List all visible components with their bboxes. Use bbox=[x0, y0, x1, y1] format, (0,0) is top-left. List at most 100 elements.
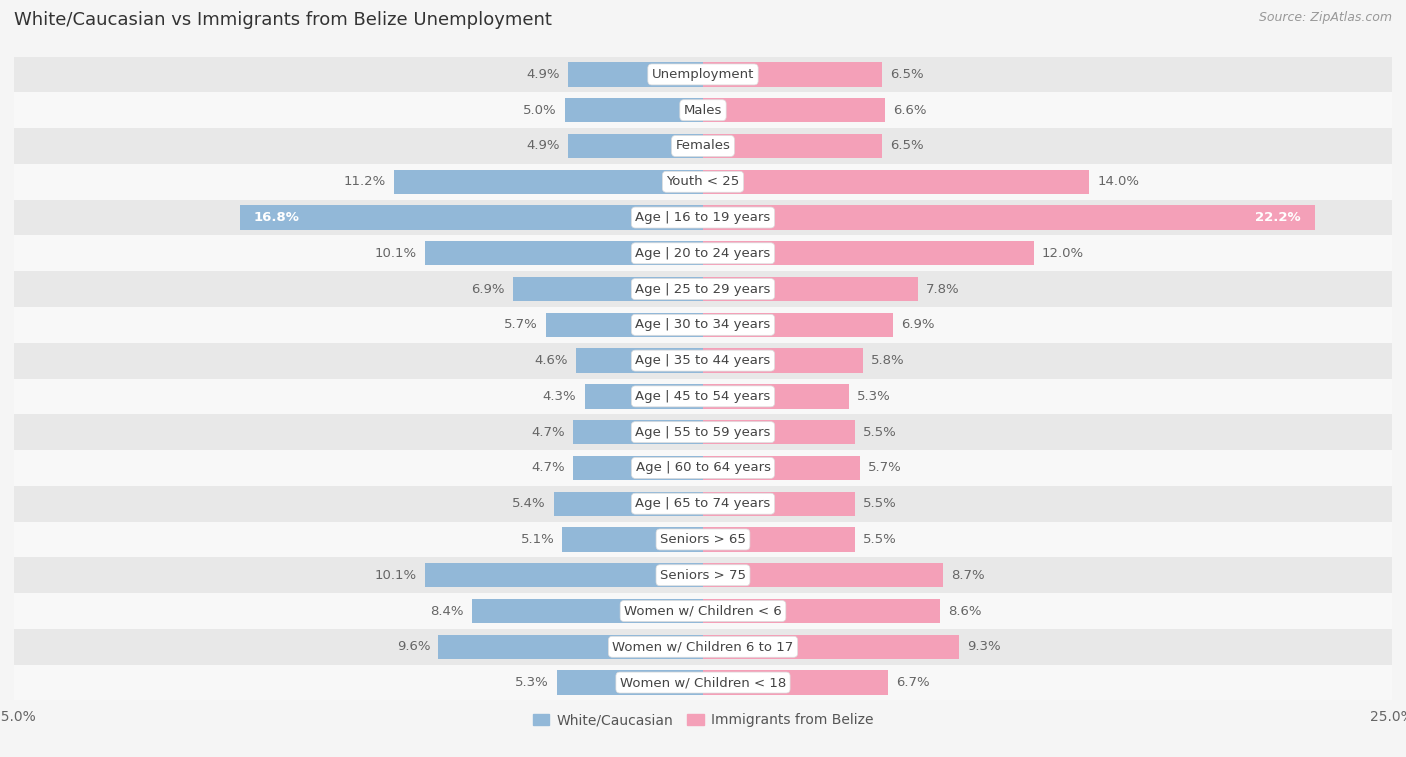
Text: 8.4%: 8.4% bbox=[430, 605, 463, 618]
Bar bbox=[703, 241, 1033, 266]
Text: 12.0%: 12.0% bbox=[1042, 247, 1084, 260]
Text: Seniors > 75: Seniors > 75 bbox=[659, 569, 747, 581]
Bar bbox=[14, 593, 1392, 629]
Text: 6.6%: 6.6% bbox=[893, 104, 927, 117]
Bar bbox=[585, 385, 703, 409]
Bar bbox=[703, 98, 884, 123]
Bar bbox=[14, 557, 1392, 593]
Text: Age | 30 to 34 years: Age | 30 to 34 years bbox=[636, 319, 770, 332]
Text: 4.3%: 4.3% bbox=[543, 390, 576, 403]
Bar bbox=[554, 491, 703, 516]
Bar bbox=[14, 665, 1392, 700]
Text: Unemployment: Unemployment bbox=[652, 68, 754, 81]
Bar bbox=[574, 456, 703, 480]
Bar bbox=[703, 491, 855, 516]
Text: 5.7%: 5.7% bbox=[869, 462, 903, 475]
Bar bbox=[439, 634, 703, 659]
Bar bbox=[703, 205, 1315, 229]
Text: Females: Females bbox=[675, 139, 731, 152]
Bar bbox=[240, 205, 703, 229]
Bar bbox=[576, 348, 703, 372]
Bar bbox=[703, 420, 855, 444]
Text: 5.3%: 5.3% bbox=[515, 676, 548, 689]
Bar bbox=[471, 599, 703, 623]
Text: 8.7%: 8.7% bbox=[950, 569, 984, 581]
Bar bbox=[546, 313, 703, 337]
Text: Age | 65 to 74 years: Age | 65 to 74 years bbox=[636, 497, 770, 510]
Text: 16.8%: 16.8% bbox=[254, 211, 299, 224]
Bar bbox=[14, 414, 1392, 450]
Bar bbox=[703, 528, 855, 552]
Legend: White/Caucasian, Immigrants from Belize: White/Caucasian, Immigrants from Belize bbox=[527, 708, 879, 733]
Text: 4.9%: 4.9% bbox=[526, 139, 560, 152]
Bar bbox=[568, 62, 703, 86]
Text: White/Caucasian vs Immigrants from Belize Unemployment: White/Caucasian vs Immigrants from Beliz… bbox=[14, 11, 553, 30]
Bar bbox=[703, 62, 882, 86]
Text: 6.9%: 6.9% bbox=[901, 319, 935, 332]
Text: Age | 20 to 24 years: Age | 20 to 24 years bbox=[636, 247, 770, 260]
Bar bbox=[14, 235, 1392, 271]
Text: Males: Males bbox=[683, 104, 723, 117]
Bar bbox=[14, 271, 1392, 307]
Bar bbox=[703, 385, 849, 409]
Text: Age | 35 to 44 years: Age | 35 to 44 years bbox=[636, 354, 770, 367]
Bar bbox=[14, 92, 1392, 128]
Text: 10.1%: 10.1% bbox=[374, 569, 416, 581]
Bar bbox=[703, 277, 918, 301]
Text: 5.0%: 5.0% bbox=[523, 104, 557, 117]
Bar bbox=[14, 128, 1392, 164]
Bar bbox=[14, 522, 1392, 557]
Text: Women w/ Children < 6: Women w/ Children < 6 bbox=[624, 605, 782, 618]
Bar bbox=[14, 164, 1392, 200]
Text: Source: ZipAtlas.com: Source: ZipAtlas.com bbox=[1258, 11, 1392, 24]
Bar bbox=[703, 671, 887, 695]
Bar bbox=[14, 629, 1392, 665]
Text: 6.9%: 6.9% bbox=[471, 282, 505, 295]
Bar bbox=[565, 98, 703, 123]
Text: 5.8%: 5.8% bbox=[872, 354, 904, 367]
Bar bbox=[574, 420, 703, 444]
Bar bbox=[14, 450, 1392, 486]
Bar bbox=[513, 277, 703, 301]
Bar bbox=[14, 57, 1392, 92]
Bar bbox=[14, 200, 1392, 235]
Text: 4.7%: 4.7% bbox=[531, 462, 565, 475]
Text: 6.5%: 6.5% bbox=[890, 68, 924, 81]
Text: 5.7%: 5.7% bbox=[503, 319, 537, 332]
Text: Age | 60 to 64 years: Age | 60 to 64 years bbox=[636, 462, 770, 475]
Bar bbox=[14, 486, 1392, 522]
Bar bbox=[703, 170, 1088, 194]
Bar bbox=[703, 348, 863, 372]
Text: 5.4%: 5.4% bbox=[512, 497, 546, 510]
Text: 5.3%: 5.3% bbox=[858, 390, 891, 403]
Text: 5.1%: 5.1% bbox=[520, 533, 554, 546]
Bar bbox=[14, 378, 1392, 414]
Bar bbox=[703, 456, 860, 480]
Bar bbox=[703, 313, 893, 337]
Text: 9.6%: 9.6% bbox=[396, 640, 430, 653]
Bar bbox=[557, 671, 703, 695]
Text: 5.5%: 5.5% bbox=[863, 497, 897, 510]
Text: 5.5%: 5.5% bbox=[863, 425, 897, 438]
Text: Age | 55 to 59 years: Age | 55 to 59 years bbox=[636, 425, 770, 438]
Text: Age | 25 to 29 years: Age | 25 to 29 years bbox=[636, 282, 770, 295]
Text: 6.5%: 6.5% bbox=[890, 139, 924, 152]
Bar bbox=[425, 241, 703, 266]
Text: 10.1%: 10.1% bbox=[374, 247, 416, 260]
Text: 8.6%: 8.6% bbox=[948, 605, 981, 618]
Bar bbox=[703, 599, 941, 623]
Text: 4.7%: 4.7% bbox=[531, 425, 565, 438]
Text: 4.6%: 4.6% bbox=[534, 354, 568, 367]
Bar bbox=[14, 343, 1392, 378]
Text: 6.7%: 6.7% bbox=[896, 676, 929, 689]
Text: 22.2%: 22.2% bbox=[1256, 211, 1301, 224]
Bar bbox=[394, 170, 703, 194]
Bar bbox=[703, 634, 959, 659]
Text: 9.3%: 9.3% bbox=[967, 640, 1001, 653]
Bar bbox=[568, 134, 703, 158]
Text: Age | 45 to 54 years: Age | 45 to 54 years bbox=[636, 390, 770, 403]
Bar bbox=[425, 563, 703, 587]
Text: 4.9%: 4.9% bbox=[526, 68, 560, 81]
Bar bbox=[703, 134, 882, 158]
Bar bbox=[14, 307, 1392, 343]
